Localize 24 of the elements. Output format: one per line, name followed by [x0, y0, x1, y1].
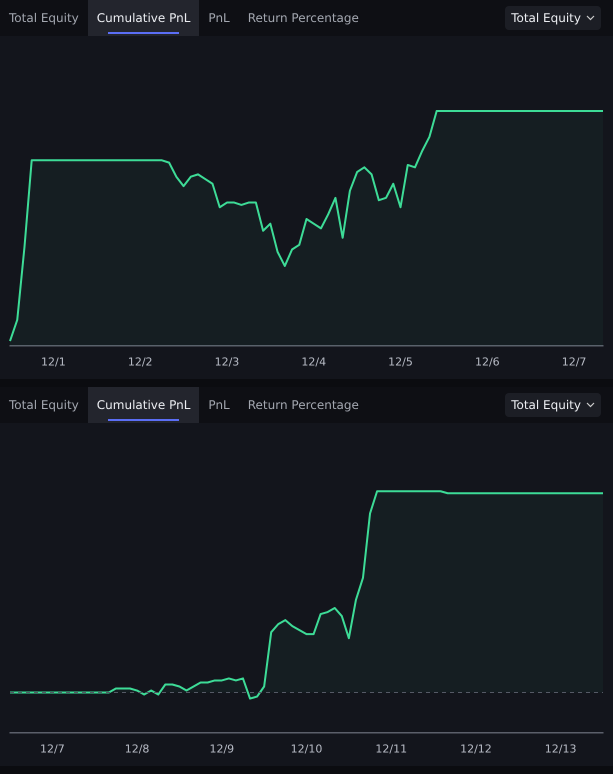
x-tick-label: 12/8	[124, 742, 150, 756]
text: PnL	[208, 398, 230, 412]
x-tick-label: 12/7	[40, 742, 65, 756]
text: Total Equity	[9, 11, 79, 25]
x-tick-label: 12/6	[474, 355, 500, 368]
x-tick-label: 12/1	[41, 355, 66, 368]
x-tick-label: 12/12	[460, 742, 492, 756]
text: Total Equity	[511, 11, 581, 25]
text: PnL	[208, 11, 230, 25]
x-tick-label: 12/7	[562, 355, 586, 368]
x-tick-label: 12/3	[214, 355, 240, 368]
x-tick-label: 12/5	[388, 355, 413, 368]
x-tick-label: 12/11	[375, 742, 408, 756]
text: Return Percentage	[248, 11, 359, 25]
text: Cumulative PnL	[96, 398, 190, 412]
x-tick-label: 12/4	[301, 355, 326, 368]
text: Return Percentage	[248, 398, 359, 412]
x-tick-label: 12/10	[290, 742, 322, 756]
x-tick-label: 12/9	[209, 742, 234, 756]
x-tick-label: 12/2	[128, 355, 153, 368]
text: Total Equity	[511, 398, 581, 412]
text: Cumulative PnL	[96, 11, 190, 25]
text: Total Equity	[9, 398, 79, 412]
x-tick-label: 12/13	[544, 742, 576, 756]
